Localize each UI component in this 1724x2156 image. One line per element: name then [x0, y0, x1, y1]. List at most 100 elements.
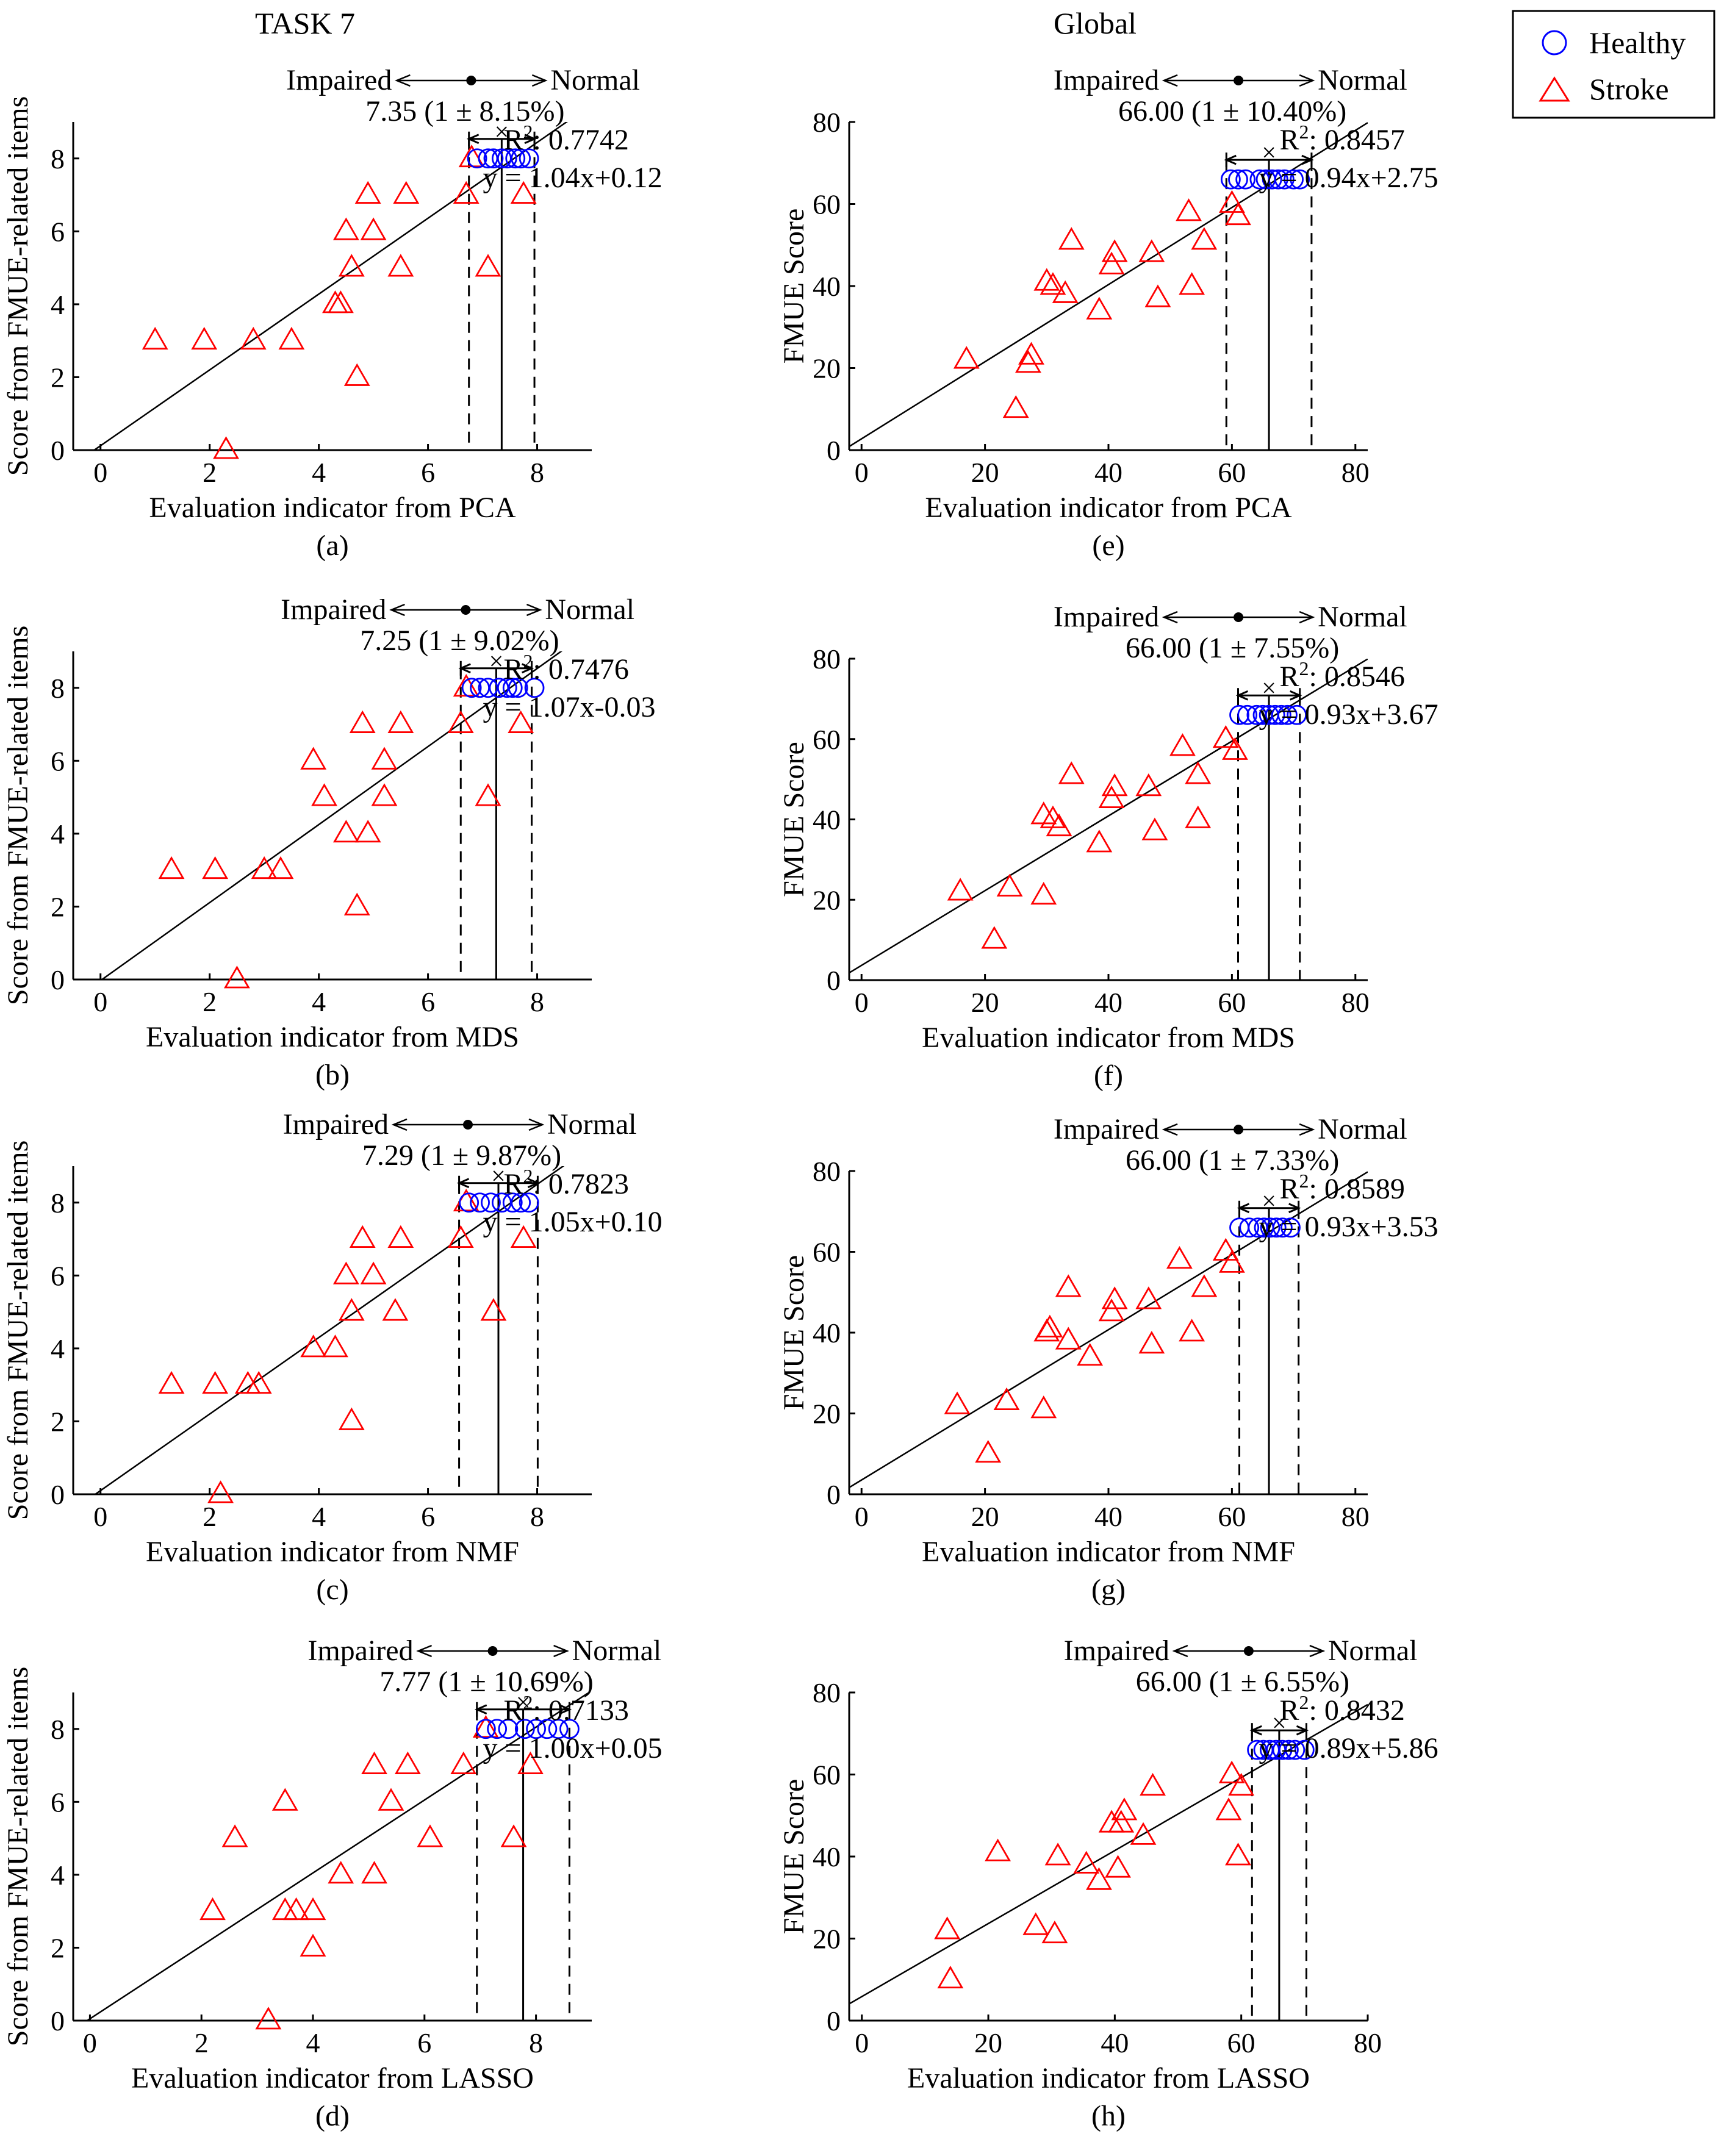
panel-a-ylabel: Score from FMUE-related items [2, 96, 34, 476]
panel-f-equation-label: y = 0.93x+3.67 [1259, 698, 1438, 731]
panel-d-y-tick-label: 0 [51, 2005, 65, 2036]
panel-c-panel-label: (c) [316, 1574, 348, 1606]
panel-g-stroke-point [1030, 1395, 1057, 1419]
panel-h-group: 0 20 40 60 80 0 20 40 60 80 Evaluation indicator f… [778, 1635, 1438, 2132]
panel-c-stroke-point [338, 1298, 365, 1321]
panel-a-stroke-point [191, 326, 218, 350]
panel-d-stroke-point [199, 1897, 226, 1921]
panel-c-healthy-point [470, 1192, 490, 1213]
panel-d-y-tick-label: 6 [51, 1786, 65, 1818]
panel-d-stroke-point [300, 1933, 326, 1957]
panel-b-stroke-point [354, 820, 381, 843]
panel-h-panel-label: (h) [1091, 2100, 1126, 2132]
panel-h-annotation-dot [1243, 1646, 1254, 1656]
panel-d-stroke-point [378, 1788, 404, 1811]
panel-b-x-tick-label: 0 [93, 986, 107, 1017]
panel-h-r2-label: R2: 0.8432 [1280, 1691, 1405, 1727]
panel-h-healthy-point [1279, 1739, 1299, 1760]
panel-a-healthy-point [483, 148, 504, 169]
panel-a-normal-label: Normal [550, 64, 640, 96]
column-title-global: Global [1054, 6, 1137, 40]
panel-a-stroke-point [332, 217, 359, 240]
panel-h-stroke-point [1111, 1797, 1138, 1821]
panel-d-threshold-text: 7.77 (1 ± 10.69%) [379, 1666, 593, 1698]
panel-g-stroke-point [1055, 1327, 1082, 1350]
panel-c-x-tick-label: 2 [203, 1501, 217, 1532]
panel-b-annotation-dot [461, 605, 471, 615]
panel-f-stroke-point [1141, 817, 1168, 840]
panel-f-stroke-point [1185, 761, 1212, 784]
panel-a-y-tick-label: 4 [51, 289, 65, 320]
panel-b-stroke-point [371, 747, 398, 770]
panel-h-x-tick-label: 60 [1227, 2027, 1255, 2058]
panel-d-y-tick-label: 4 [51, 1860, 65, 1891]
panel-e-ylabel: FMUE Score [778, 209, 810, 364]
panel-c-annotation-left-arrowhead [391, 1118, 408, 1131]
panel-h-stroke-point [1108, 1810, 1135, 1833]
panel-g-y-tick-label: 0 [827, 1479, 841, 1510]
panel-g-healthy-point [1260, 1217, 1280, 1238]
panel-g-x-tick-label: 0 [855, 1501, 869, 1532]
panel-c-equation-label: y = 1.05x+0.10 [483, 1206, 663, 1238]
panel-a-r2-label: R2: 0.7742 [504, 121, 629, 156]
panel-e-x-tick-label: 0 [855, 457, 869, 488]
panel-a-stroke-point [142, 326, 168, 350]
panel-c-stroke-point [382, 1298, 409, 1321]
panel-a-healthy-point [519, 148, 539, 169]
panel-e-normal-label: Normal [1318, 64, 1407, 96]
panel-e-group: 0 20 40 60 80 0 20 40 60 80 Evaluation indicator f… [778, 64, 1438, 562]
panel-h-xlabel: Evaluation indicator from LASSO [907, 2062, 1310, 2094]
panel-g-stroke-point [1098, 1298, 1125, 1322]
panel-a-annotation-left-arrowhead [395, 74, 411, 87]
panel-g-annotation-right-arrowhead [1299, 1123, 1315, 1136]
panel-b-impaired-label: Impaired [281, 593, 386, 626]
panel-f-annotation-dot [1234, 612, 1244, 622]
panel-d-healthy-point [487, 1719, 508, 1739]
panel-a-stroke-point [360, 217, 387, 240]
panel-b-stroke-point [343, 892, 370, 915]
panel-e-stroke-point [1040, 272, 1066, 295]
panel-f-normal-label: Normal [1318, 601, 1407, 633]
panel-h-stroke-point [1073, 1850, 1100, 1874]
panel-e-x-tick-label: 60 [1218, 457, 1246, 488]
panel-f-impaired-label: Impaired [1054, 601, 1159, 633]
panel-c-healthy-point [481, 1192, 501, 1213]
panel-h-stroke-point [1130, 1822, 1157, 1845]
panel-c-healthy-point [502, 1192, 523, 1213]
panel-f-x-tick-label: 40 [1094, 987, 1122, 1018]
panel-c-impaired-label: Impaired [283, 1108, 389, 1141]
panel-d-stroke-point [361, 1861, 387, 1884]
panel-h-x-tick-label: 40 [1101, 2027, 1129, 2058]
legend-stroke-label: Stroke [1589, 72, 1669, 106]
panel-a-stroke-point [343, 363, 370, 386]
panel-b-healthy-point [508, 678, 528, 698]
panel-e-healthy-point [1268, 169, 1288, 190]
panel-c-annotation-dot [463, 1120, 473, 1130]
panel-f-healthy-point [1229, 704, 1249, 725]
panel-e-healthy-point [1284, 169, 1304, 190]
panel-c-stroke-point [480, 1298, 507, 1321]
panel-g-center-cross: × [1262, 1187, 1276, 1216]
panel-b-y-tick-label: 6 [51, 745, 65, 776]
panel-h-stroke-point [937, 1965, 964, 1989]
panel-g-healthy-point [1280, 1217, 1301, 1238]
panel-d-group: 0 2 4 6 8 0 2 4 6 8 Evaluation indicator from LASS… [2, 1635, 663, 2132]
panel-g-stroke-point [1055, 1274, 1082, 1297]
panel-e-stroke-point [1101, 239, 1128, 262]
panel-g-stroke-point [1036, 1314, 1063, 1338]
panel-b-stroke-point [300, 747, 327, 770]
panel-h-stroke-point [1044, 1843, 1071, 1866]
panel-e-stroke-point [1015, 349, 1041, 373]
panel-d-stroke-point [450, 1751, 477, 1774]
panel-d-y-tick-label: 8 [51, 1714, 65, 1745]
panel-h-stroke-point [1225, 1843, 1251, 1866]
panel-e-y-tick-label: 60 [813, 189, 841, 220]
panel-g-stroke-point [1135, 1286, 1162, 1309]
panel-g-annotation-left-arrowhead [1162, 1123, 1178, 1136]
panel-f-panel-label: (f) [1094, 1059, 1123, 1092]
panel-b-group: 0 2 4 6 8 0 2 4 6 8 Evaluation indicator from MDS (… [2, 593, 656, 1091]
panel-e-y-tick-label: 40 [813, 271, 841, 302]
panel-f-stroke-point [1086, 829, 1113, 853]
panel-f-stroke-point [996, 873, 1023, 897]
panel-g-group: 0 20 40 60 80 0 20 40 60 80 Evaluation indicator f… [778, 1113, 1438, 1606]
